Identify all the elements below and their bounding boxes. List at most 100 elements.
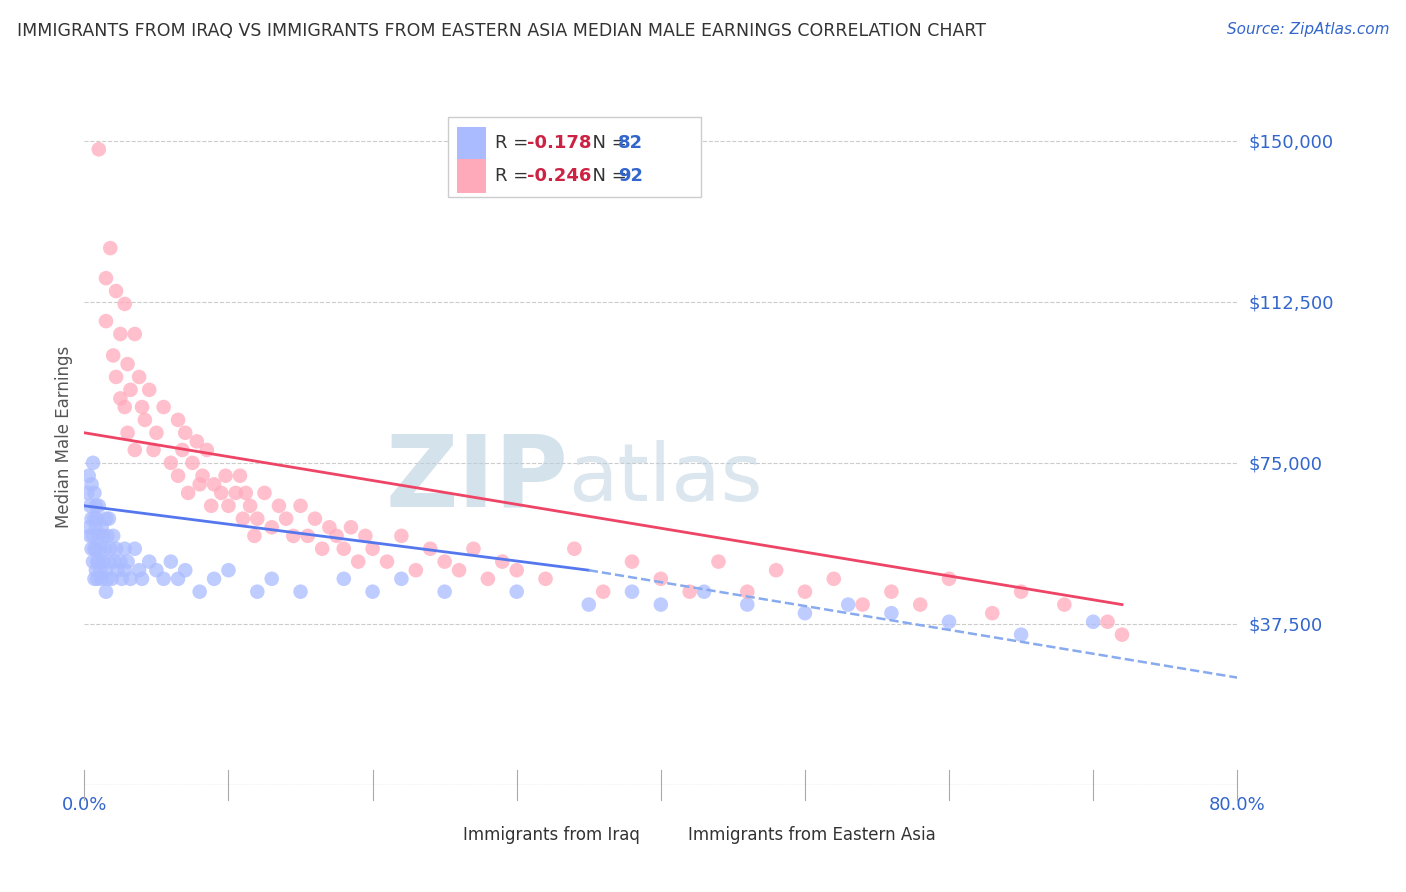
Point [80,477,103,491]
Point [333,572,356,586]
Point [114,400,136,414]
Point [361,541,384,556]
Y-axis label: Median Male Earnings: Median Male Earnings [55,346,73,528]
Point [188,477,211,491]
Point [79,499,101,513]
Point [186,434,208,449]
Point [174,563,197,577]
Point [174,425,197,440]
Point [177,486,200,500]
Point [304,511,326,525]
FancyBboxPatch shape [457,160,485,193]
Point [86,555,108,569]
Point [167,413,190,427]
Text: Immigrants from Iraq: Immigrants from Iraq [463,826,640,844]
Point [84,499,107,513]
Point [128,370,150,384]
Text: 92: 92 [619,167,643,186]
Point [214,468,236,483]
Point [246,511,269,525]
Point [82,555,104,569]
Point [152,572,174,586]
Point [325,529,347,543]
Point [94,563,117,577]
Text: N =: N = [581,167,633,186]
Point [124,541,146,556]
Point [200,499,222,513]
Point [117,357,139,371]
Point [433,555,456,569]
Point [94,314,117,328]
Point [506,563,529,577]
Point [880,606,903,620]
Point [152,400,174,414]
Point [94,511,117,525]
Point [910,598,932,612]
Point [938,572,960,586]
Point [94,271,117,285]
Text: N =: N = [581,135,633,153]
Text: ZIP: ZIP [385,430,568,527]
Point [1053,598,1076,612]
Point [80,541,103,556]
Point [354,529,377,543]
Point [131,572,153,586]
Point [160,555,183,569]
Point [534,572,557,586]
Point [433,584,456,599]
Point [98,541,121,556]
Point [79,529,101,543]
Point [83,541,105,556]
Point [145,563,167,577]
Point [96,529,118,543]
Point [737,598,759,612]
Point [463,541,485,556]
Point [87,555,110,569]
Point [91,529,114,543]
Point [87,142,110,156]
Point [477,572,499,586]
Text: Immigrants from Eastern Asia: Immigrants from Eastern Asia [689,826,936,844]
Point [225,486,247,500]
Point [852,598,875,612]
Point [243,529,266,543]
Point [114,563,136,577]
Point [142,442,165,457]
Point [693,584,716,599]
Point [160,456,183,470]
Point [823,572,845,586]
Point [134,413,156,427]
FancyBboxPatch shape [447,117,702,197]
Point [229,468,252,483]
Point [96,572,118,586]
Point [138,555,160,569]
Text: -0.246: -0.246 [527,167,592,186]
Point [318,520,340,534]
Point [77,468,100,483]
Point [340,520,363,534]
Point [290,499,312,513]
Point [405,563,427,577]
Point [333,541,356,556]
Point [76,486,98,500]
Point [84,563,107,577]
Point [1097,615,1119,629]
Point [111,572,134,586]
Point [506,584,529,599]
Point [124,442,146,457]
Point [880,584,903,599]
Point [87,499,110,513]
Point [621,555,644,569]
Point [202,477,225,491]
Point [191,468,214,483]
Point [1083,615,1105,629]
Point [105,541,128,556]
Point [181,456,204,470]
Point [188,584,211,599]
Point [361,584,384,599]
Point [375,555,398,569]
Point [311,541,333,556]
Point [650,598,672,612]
Point [82,529,104,543]
Point [347,555,370,569]
